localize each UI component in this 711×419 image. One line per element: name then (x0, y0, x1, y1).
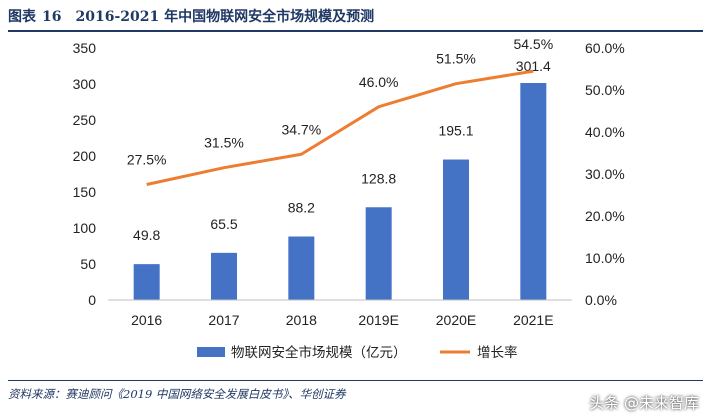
x-tick-label: 2021E (513, 312, 553, 328)
y-right-tick-label: 40.0% (585, 124, 625, 140)
y-right-tick-label: 30.0% (585, 166, 625, 182)
growth-rate-label: 46.0% (359, 74, 399, 90)
bar (288, 236, 315, 300)
bar (211, 252, 237, 300)
bar-value-label: 128.8 (361, 170, 396, 186)
y-left-tick-label: 0 (88, 292, 96, 308)
source-note: 资料来源：赛迪顾问《2019 中国网络安全发展白皮书》、华创证券 (8, 380, 703, 414)
growth-rate-label: 27.5% (127, 152, 167, 168)
figure-title: 图表 16 2016-2021 年中国物联网安全市场规模及预测 (8, 6, 703, 32)
figure-label: 图表 (8, 9, 36, 25)
growth-rate-label: 51.5% (436, 51, 476, 67)
growth-rate-line (146, 69, 534, 186)
y-right-tick-label: 20.0% (585, 208, 625, 224)
chart: 0 50 100 150 200 250 300 350 0.0% 10.0% 20.0% 30.0%… (73, 36, 625, 360)
x-tick-label: 2020E (436, 312, 476, 328)
bar-value-label: 301.4 (516, 58, 551, 74)
bar-value-label: 65.5 (210, 216, 237, 232)
growth-rate-label: 34.7% (281, 121, 321, 137)
y-right-tick-label: 50.0% (585, 82, 625, 98)
legend-line-label: 增长率 (477, 344, 518, 360)
y-right-tick-label: 10.0% (585, 250, 625, 266)
bar (133, 264, 160, 300)
legend-bar-swatch (197, 347, 225, 357)
bar (443, 159, 469, 300)
x-tick-label: 2019E (358, 312, 398, 328)
y-left-tick-label: 250 (73, 112, 97, 128)
watermark: 头条 @未来智库 (589, 394, 699, 412)
figure-number: 16 (42, 9, 62, 25)
growth-rate-label: 31.5% (204, 135, 244, 151)
y-left-tick-label: 200 (73, 148, 97, 164)
y-right-tick-label: 0.0% (585, 292, 617, 308)
figure-title-text: 2016-2021 年中国物联网安全市场规模及预测 (75, 9, 375, 25)
y-left-tick-label: 100 (73, 220, 97, 236)
x-tick-label: 2018 (286, 312, 317, 328)
y-right-tick-label: 60.0% (585, 40, 625, 56)
x-tick-label: 2017 (208, 312, 239, 328)
bar-value-label: 49.8 (133, 227, 160, 243)
bar-value-label: 88.2 (288, 199, 315, 215)
y-left-tick-label: 150 (73, 184, 97, 200)
y-left-tick-label: 350 (73, 40, 97, 56)
bar (520, 82, 547, 300)
x-tick-label: 2016 (131, 312, 162, 328)
y-left-tick-label: 300 (73, 76, 97, 92)
bar-value-label: 195.1 (438, 123, 473, 139)
legend-bar-label: 物联网安全市场规模（亿元） (231, 344, 407, 360)
bar (365, 207, 392, 300)
growth-rate-label: 54.5% (513, 36, 553, 52)
y-left-tick-label: 50 (80, 256, 96, 272)
